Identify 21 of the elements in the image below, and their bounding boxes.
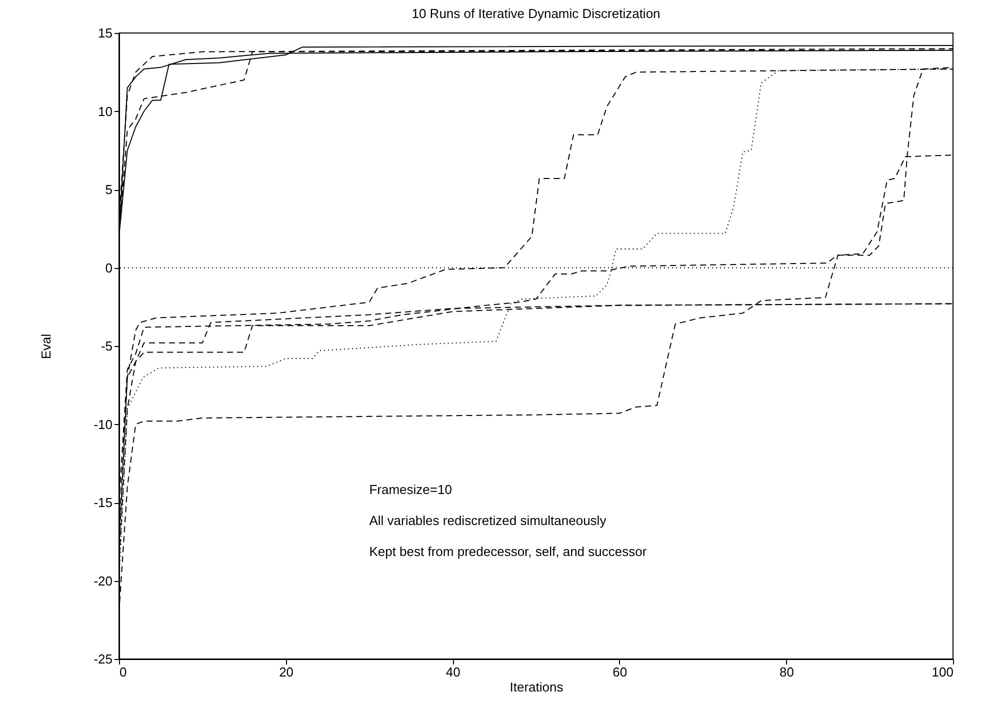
y-tick-label: -5 bbox=[100, 338, 112, 354]
annotation: Framesize=10 bbox=[369, 482, 452, 497]
annotation: All variables rediscretized simultaneously bbox=[369, 512, 607, 528]
x-tick-label: 60 bbox=[612, 664, 628, 680]
y-tick-label: -15 bbox=[94, 495, 112, 510]
chart-title: 10 Runs of Iterative Dynamic Discretization bbox=[412, 6, 660, 21]
y-tick-label: 10 bbox=[98, 104, 112, 119]
y-tick-label: 15 bbox=[98, 26, 112, 40]
y-tick-label: 5 bbox=[105, 182, 112, 197]
x-tick-label: 100 bbox=[932, 664, 954, 680]
x-tick-label: 20 bbox=[279, 664, 294, 680]
x-axis-title: Iterations bbox=[510, 680, 564, 694]
y-axis-title: Eval bbox=[38, 334, 54, 360]
y-tick-label: -20 bbox=[94, 573, 112, 588]
x-tick-label: 40 bbox=[446, 664, 460, 680]
x-tick-label: 0 bbox=[120, 664, 127, 680]
x-tick-label: 80 bbox=[779, 664, 794, 680]
y-tick-label: -25 bbox=[94, 652, 112, 666]
annotation: Kept best from predecessor, self, and successor bbox=[369, 544, 648, 559]
y-tick-label: 0 bbox=[105, 260, 112, 276]
y-tick-label: -10 bbox=[94, 416, 112, 432]
